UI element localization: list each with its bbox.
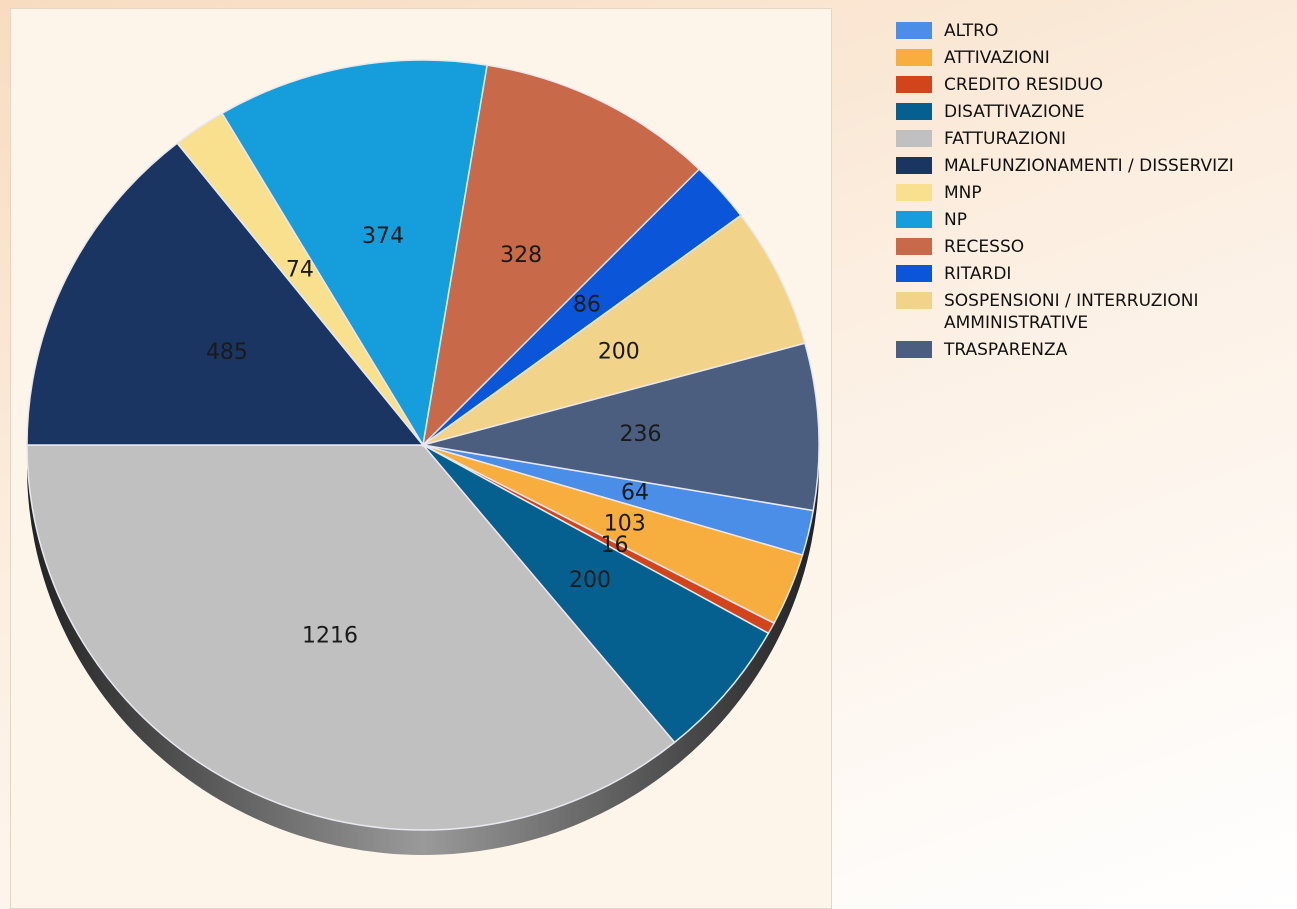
data-label: 200 xyxy=(598,339,640,364)
legend-item: DISATTIVAZIONE xyxy=(896,101,1296,123)
pie-slice xyxy=(26,142,425,446)
pie-slice xyxy=(422,342,820,512)
legend-item: RECESSO xyxy=(896,236,1296,258)
legend-label: ALTRO xyxy=(944,21,999,41)
legend-item: NP xyxy=(896,209,1296,231)
legend-swatch xyxy=(896,238,932,255)
legend-item: MALFUNZIONAMENTI / DISSERVIZI xyxy=(896,155,1296,177)
data-label: 86 xyxy=(573,293,601,318)
legend-item: MNP xyxy=(896,182,1296,204)
data-label: 64 xyxy=(621,480,649,505)
pie-slice xyxy=(26,444,676,831)
legend-label: TRASPARENZA xyxy=(944,340,1068,360)
data-label: 236 xyxy=(620,422,662,447)
legend-swatch xyxy=(896,49,932,66)
legend-swatch xyxy=(896,103,932,120)
legend-label: CREDITO RESIDUO xyxy=(944,75,1103,95)
data-label: 485 xyxy=(206,340,248,365)
data-label: 1216 xyxy=(302,623,358,648)
legend-swatch xyxy=(896,341,932,358)
data-label: 74 xyxy=(286,257,314,282)
legend-swatch xyxy=(896,130,932,147)
legend-label: MALFUNZIONAMENTI / DISSERVIZI xyxy=(944,156,1234,176)
data-label: 328 xyxy=(500,243,542,268)
legend-label: NP xyxy=(944,210,967,230)
legend-swatch xyxy=(896,184,932,201)
legend: ALTRO ATTIVAZIONI CREDITO RESIDUO DISATTIVA… xyxy=(896,20,1296,366)
legend-label: ATTIVAZIONI xyxy=(944,48,1050,68)
data-label: 200 xyxy=(569,568,611,593)
data-label: 103 xyxy=(604,512,646,537)
legend-item: ALTRO xyxy=(896,20,1296,42)
legend-label: FATTURAZIONI xyxy=(944,129,1066,149)
legend-swatch xyxy=(896,265,932,282)
legend-item: CREDITO RESIDUO xyxy=(896,74,1296,96)
legend-item: RITARDI xyxy=(896,263,1296,285)
legend-label: SOSPENSIONI / INTERRUZIONI AMMINISTRATIV… xyxy=(944,291,1199,333)
legend-item: SOSPENSIONI / INTERRUZIONI AMMINISTRATIV… xyxy=(896,290,1296,334)
legend-swatch xyxy=(896,292,932,309)
legend-label: RECESSO xyxy=(944,237,1025,257)
pie-slice xyxy=(422,214,806,446)
legend-swatch xyxy=(896,211,932,228)
legend-label: RITARDI xyxy=(944,264,1012,284)
legend-swatch xyxy=(896,157,932,174)
pie-slice xyxy=(421,64,701,448)
legend-swatch xyxy=(896,76,932,93)
legend-swatch xyxy=(896,22,932,39)
pie-slice xyxy=(221,59,489,448)
data-label: 374 xyxy=(362,224,404,249)
legend-label: MNP xyxy=(944,183,982,203)
data-label: 16 xyxy=(601,533,629,558)
legend-item: ATTIVAZIONI xyxy=(896,47,1296,69)
pie-slice xyxy=(422,444,770,744)
legend-item: FATTURAZIONI xyxy=(896,128,1296,150)
legend-item: TRASPARENZA xyxy=(896,339,1296,361)
legend-label: DISATTIVAZIONE xyxy=(944,102,1085,122)
